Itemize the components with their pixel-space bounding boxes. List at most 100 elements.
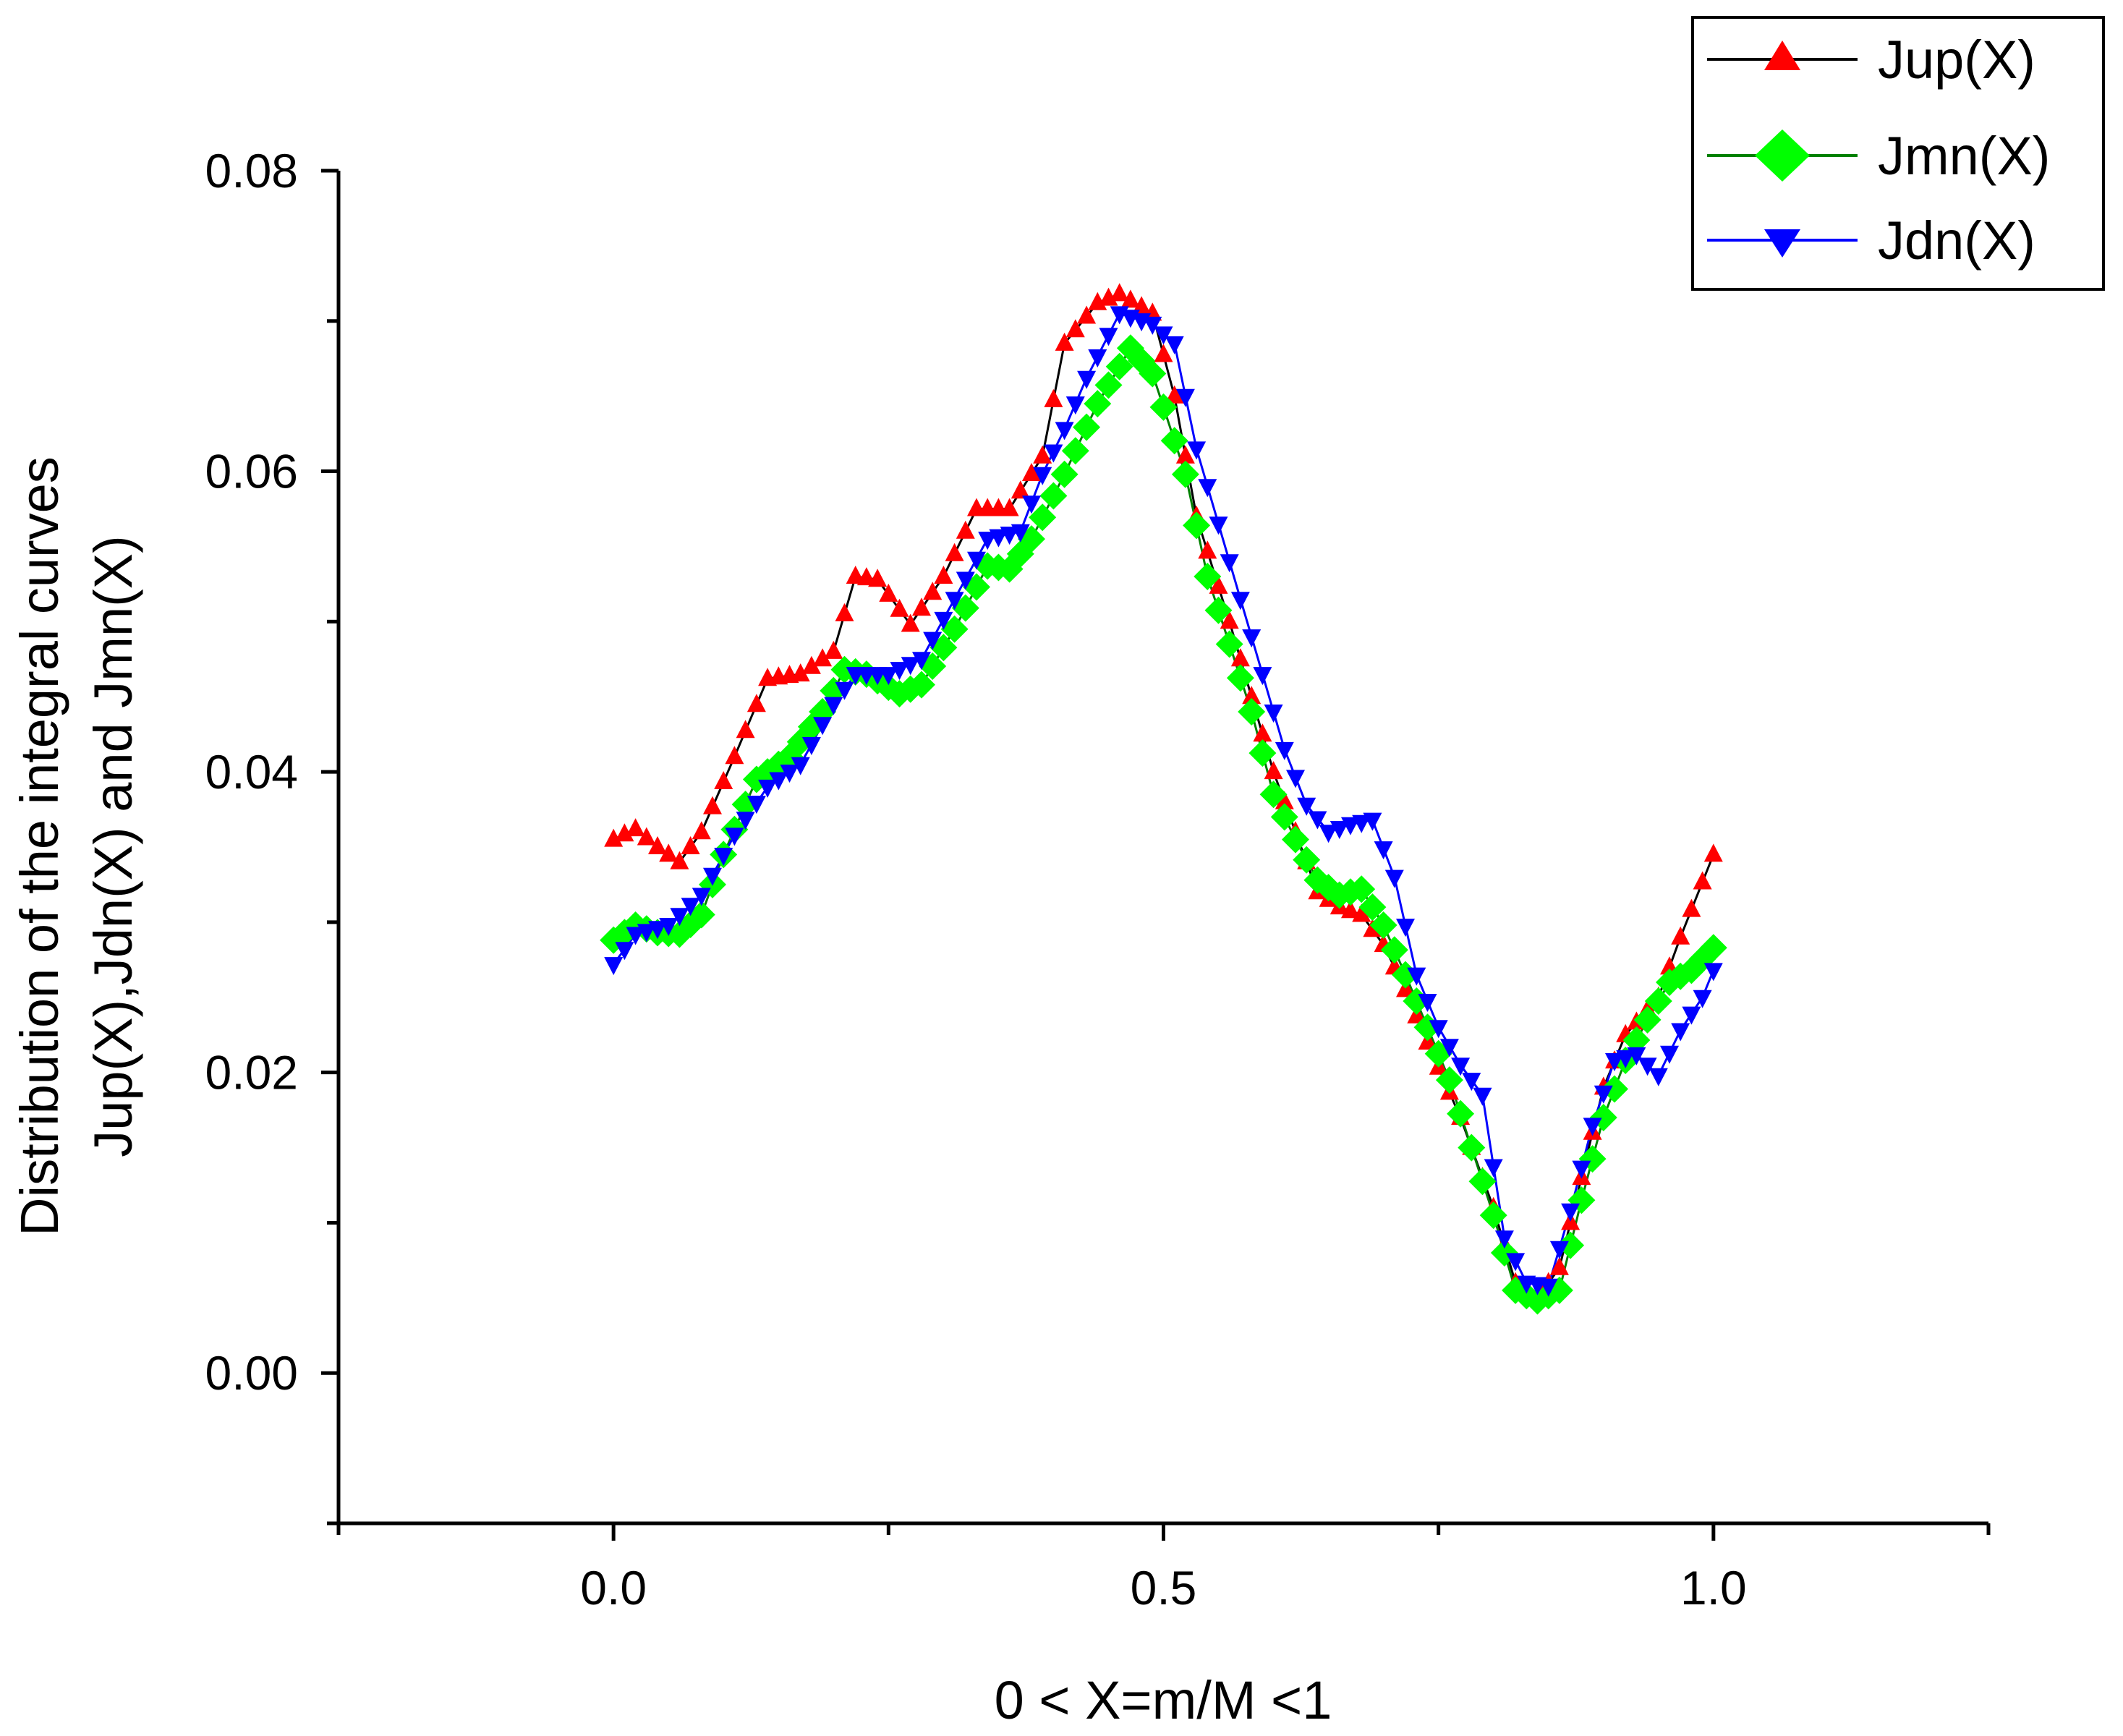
data-point-jdnx [835,681,854,700]
data-point-jupx [1198,540,1217,559]
data-point-jupx [1120,289,1140,308]
data-point-jmnx [1029,503,1057,532]
data-point-jupx [1000,498,1019,516]
data-point-jupx [1671,926,1690,945]
legend-label-jdn: Jdn(X) [1878,210,2035,271]
data-point-jdnx [1384,869,1404,888]
data-point-jdnx [801,737,821,755]
data-point-jupx [714,771,733,789]
data-point-jupx [615,823,634,842]
data-point-jdnx [824,697,843,715]
data-point-jmnx [1105,352,1133,380]
data-point-jmnx [1204,596,1233,624]
data-point-jupx [912,597,931,616]
y-tick-label: 0.04 [205,745,298,799]
x-tick-label: 0.0 [580,1561,647,1614]
legend-marker-jmn [1755,129,1810,182]
data-point-jupx [1055,332,1074,351]
data-point-jdnx [912,652,931,671]
legend: Jup(X) Jmn(X) Jdn(X) [1691,16,2105,291]
data-point-jupx [868,569,888,587]
data-point-jmnx [1468,1167,1497,1196]
data-point-jdnx [1363,812,1382,831]
data-point-jupx [1077,305,1097,324]
data-point-jdnx [703,867,722,886]
data-point-jmnx [1215,630,1243,658]
data-point-jupx [1175,445,1195,464]
data-point-jupx [637,827,656,846]
legend-entry-jup: Jup(X) [1707,30,2035,90]
data-point-jdnx [967,551,986,570]
data-point-jupx [835,603,854,621]
x-tick-label: 1.0 [1680,1561,1747,1614]
data-point-jmnx [1369,911,1397,939]
data-point-jupx [746,694,766,712]
data-point-jdnx [1638,1058,1657,1076]
data-point-jmnx [1601,1075,1628,1103]
data-point-jmnx [1226,664,1254,692]
data-point-jdnx [945,592,964,610]
data-point-jdnx [1605,1053,1624,1071]
x-axis-title: 0 < X=m/M <1 [995,1670,1332,1730]
data-point-jupx [1549,1256,1569,1275]
data-point-jdnx [1099,328,1118,346]
plot-area [600,283,1727,1315]
data-point-jupx [856,567,876,586]
series-markers-jdnx [604,306,1723,1297]
data-point-jmnx [1293,846,1321,874]
data-point-jupx [1242,686,1262,705]
data-point-jdnx [813,717,833,736]
data-point-jdnx [1187,441,1207,460]
data-point-jdnx [1165,336,1184,354]
data-point-jdnx [1594,1085,1613,1104]
data-point-jdnx [1175,388,1195,407]
data-point-jdnx [1011,524,1030,542]
data-point-jupx [824,640,843,659]
data-point-jmnx [1699,934,1727,962]
data-point-jmnx [1073,413,1101,441]
data-point-jupx [1275,791,1294,809]
data-point-jdnx [956,571,975,590]
data-point-jdnx [736,812,755,830]
data-point-jdnx [769,772,788,791]
data-point-jdnx [1473,1087,1492,1106]
data-point-jdnx [1297,797,1316,816]
data-point-jdnx [670,908,689,927]
data-point-jdnx [1429,1020,1448,1039]
data-point-jupx [626,818,645,837]
data-point-jmnx [1458,1133,1486,1162]
data-point-jdnx [1319,825,1338,843]
data-point-jmnx [1282,825,1309,854]
data-point-jdnx [681,898,700,916]
data-point-jmnx [1644,987,1672,1015]
data-point-jmnx [1061,437,1089,465]
legend-label-jup: Jup(X) [1878,30,2035,90]
legend-marker-jdn [1764,229,1800,258]
data-point-jupx [945,542,964,561]
data-point-jupx [1044,388,1063,407]
x-tick-label: 0.5 [1131,1561,1197,1614]
data-point-jdnx [1033,467,1052,485]
data-point-jmnx [1183,511,1211,540]
data-point-jmnx [1348,875,1376,903]
data-point-jdnx [1230,592,1250,610]
data-point-jmnx [1139,359,1167,388]
data-point-jupx [1693,871,1712,890]
data-point-jupx [813,648,833,667]
data-point-jupx [879,583,898,602]
data-point-jupx [801,655,821,674]
data-point-jdnx [1407,967,1426,986]
series-line-jdnx [612,312,1715,1288]
data-point-jupx [1165,385,1184,404]
data-point-jupx [890,598,909,617]
data-point-jupx [1033,445,1052,464]
data-point-jdnx [1660,1045,1679,1064]
data-point-jdnx [1341,817,1360,835]
data-point-jdnx [890,662,909,681]
data-point-jdnx [1506,1253,1526,1272]
data-point-jdnx [1198,479,1217,498]
data-point-jdnx [989,529,1008,548]
y-tick-label: 0.00 [205,1346,298,1400]
data-point-jupx [1154,344,1173,362]
